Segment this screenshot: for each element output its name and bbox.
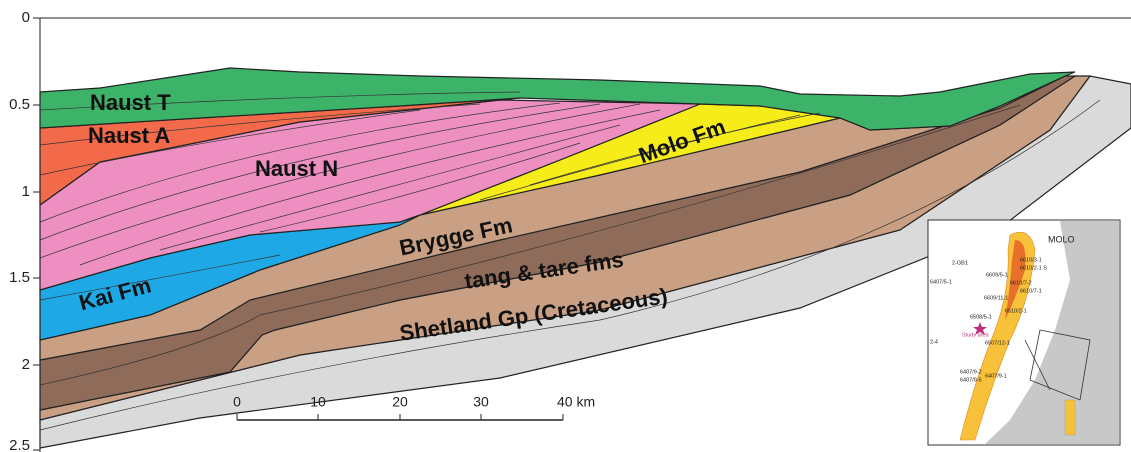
scale-bar: 0 10 20 30 40 km [233,394,595,421]
inset-label: 6610/3-1 [1020,257,1042,263]
tick-label: 2.5 [9,437,30,452]
inset-label: 6407/5-1 [930,279,952,285]
scale-label: 10 [310,394,326,410]
inset-label: MOLO [1048,234,1075,244]
inset-label: 6407/9-1 [985,373,1007,379]
land [985,221,1119,444]
formation-label: Naust N [255,156,338,181]
inset-label: 6609/11-1 [984,295,1008,301]
inset-label: 6507/12-1 [985,340,1010,346]
clinoforms [39,91,1101,431]
inset-label: 6510/2-1 [1005,308,1027,314]
study-box [1029,329,1091,401]
section-line [1024,339,1051,391]
scale-label: 30 [473,394,489,410]
inset-label: 6610/7-1 [1020,288,1042,294]
legend-swatches [1064,399,1076,436]
study-star [973,322,987,335]
thick-zone [1005,240,1026,320]
inset-label: Study area [962,332,990,338]
formation-label: Naust A [88,123,170,148]
depth-axis: 0 0.5 1 1.5 2 2.5 [9,9,1131,452]
inset-label: 6610/7-2 [1010,280,1032,286]
layers [39,67,1131,449]
scale-label: 0 [233,394,241,410]
scale-label: 20 [392,394,408,410]
inset-map: MOLO 6610/3-1 6610/2-1 S 6609/5-1 6610/7… [927,219,1121,446]
inset-label: 2-GB1 [952,260,968,266]
tick-label: 0 [22,9,30,26]
inset-label: 6609/5-1 [986,272,1008,278]
inset-label: 6407/9-2 [960,369,982,375]
formation-label: Naust T [90,90,171,115]
tick-label: 1 [22,183,30,200]
scale-label: 40 km [557,394,595,410]
inset-label: 2-4 [930,339,938,345]
inset-label: 6407/9-5 [960,377,982,383]
naust-t-layer [39,67,1076,131]
tick-label: 2 [22,356,30,373]
inset-label: 6508/5-1 [970,314,992,320]
tick-label: 1.5 [9,269,30,286]
tick-label: 0.5 [9,96,30,113]
inset-label: 6610/2-1 S [1020,265,1047,271]
